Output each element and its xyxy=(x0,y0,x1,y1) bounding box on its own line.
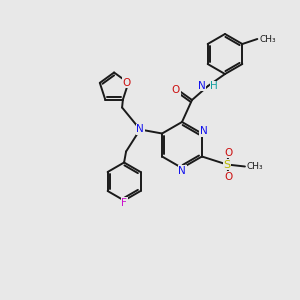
Text: N: N xyxy=(136,124,144,134)
Text: N: N xyxy=(178,166,186,176)
Text: O: O xyxy=(225,172,233,182)
Text: F: F xyxy=(121,197,127,208)
Text: N: N xyxy=(200,127,208,136)
Text: O: O xyxy=(122,78,130,88)
Text: N: N xyxy=(198,81,206,91)
Text: S: S xyxy=(224,160,230,170)
Text: O: O xyxy=(172,85,180,95)
Text: CH₃: CH₃ xyxy=(247,162,263,171)
Text: H: H xyxy=(210,81,218,91)
Text: O: O xyxy=(225,148,233,158)
Text: CH₃: CH₃ xyxy=(259,34,276,43)
